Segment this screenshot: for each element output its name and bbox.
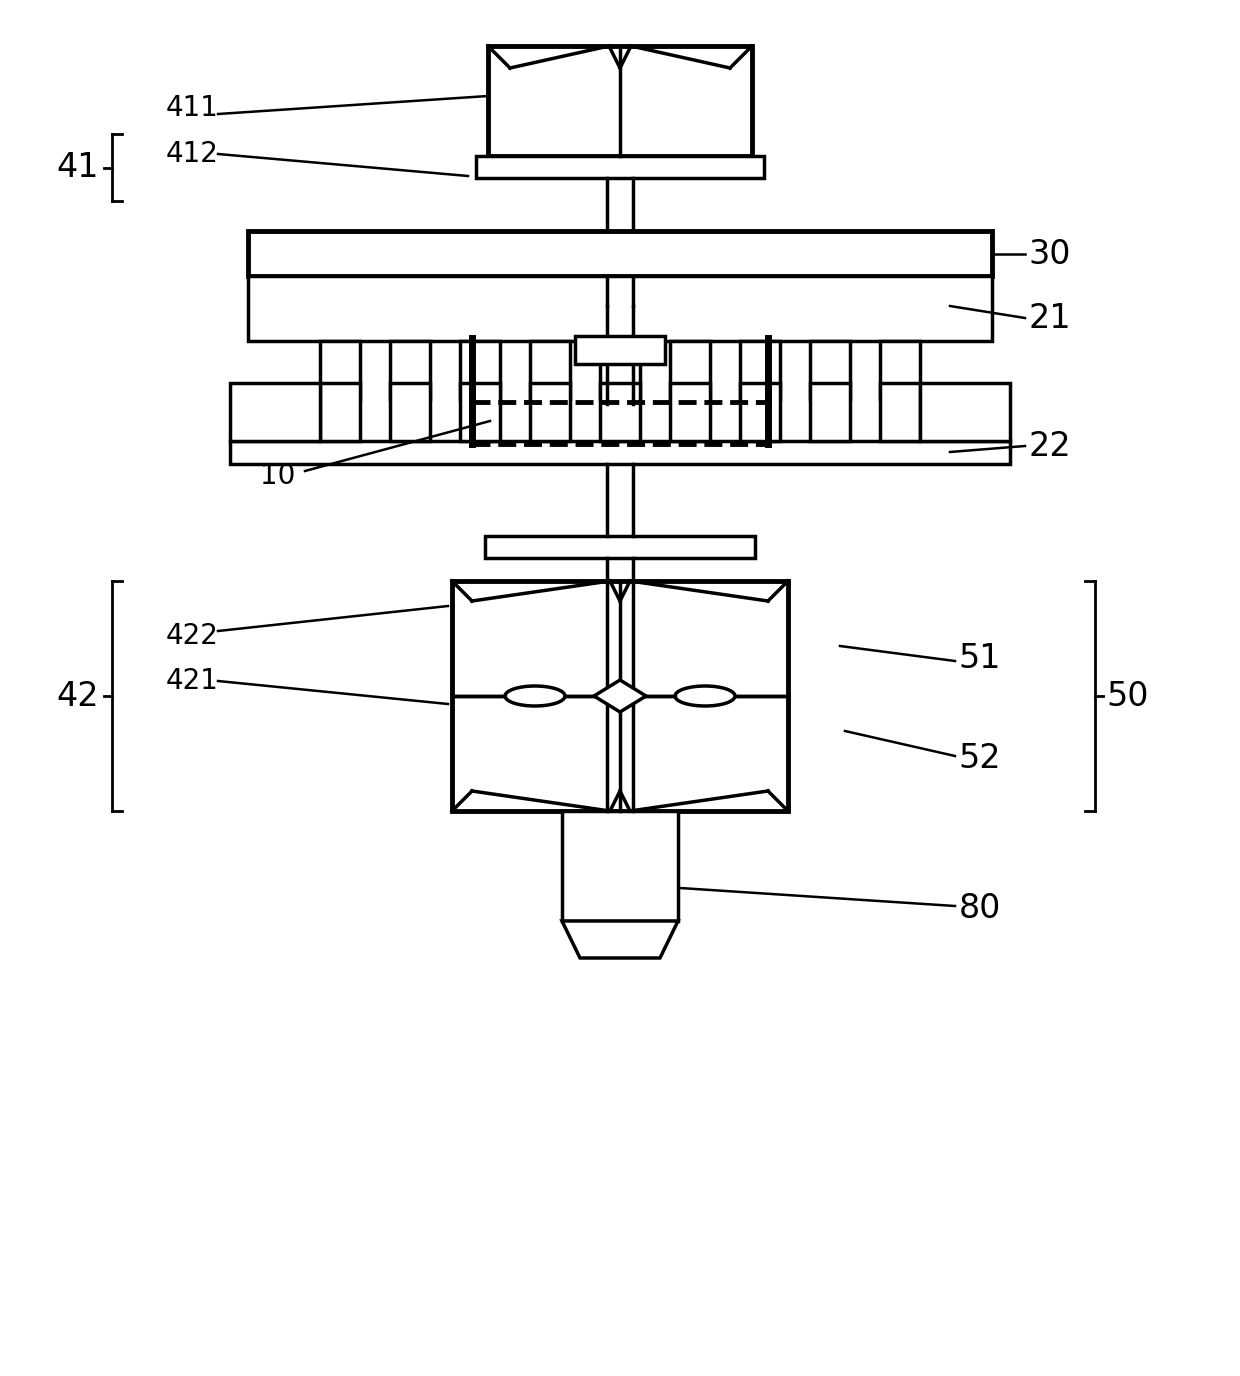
Bar <box>391 383 430 440</box>
Text: 21: 21 <box>1029 301 1071 334</box>
Text: 22: 22 <box>1029 429 1071 462</box>
Text: 52: 52 <box>959 742 1002 775</box>
Polygon shape <box>594 680 646 711</box>
Bar <box>600 383 640 440</box>
Text: 422: 422 <box>166 622 218 649</box>
Text: 10: 10 <box>260 462 295 490</box>
Bar <box>529 383 570 440</box>
Bar <box>920 383 1011 440</box>
Bar <box>453 581 787 810</box>
Bar <box>460 341 500 399</box>
Bar <box>562 810 678 921</box>
Bar <box>670 341 711 399</box>
Bar <box>489 45 751 155</box>
Bar <box>248 277 992 341</box>
Text: 50: 50 <box>1107 680 1149 713</box>
Bar <box>810 383 849 440</box>
Bar <box>740 383 780 440</box>
Bar <box>460 383 500 440</box>
Text: 411: 411 <box>166 94 218 122</box>
Bar <box>575 336 665 365</box>
Bar <box>248 231 992 277</box>
Text: 421: 421 <box>166 667 218 695</box>
Bar <box>485 537 755 559</box>
Bar <box>740 341 780 399</box>
Bar <box>320 341 360 399</box>
Bar <box>670 383 711 440</box>
Text: 30: 30 <box>1029 238 1071 271</box>
Text: 80: 80 <box>959 892 1001 925</box>
Bar <box>810 341 849 399</box>
Bar <box>880 383 920 440</box>
Polygon shape <box>562 921 678 958</box>
Bar <box>476 155 764 178</box>
Bar <box>600 341 640 399</box>
Text: 412: 412 <box>166 140 218 168</box>
Bar <box>229 383 320 440</box>
Text: 51: 51 <box>959 641 1001 674</box>
Text: 42: 42 <box>57 680 99 713</box>
Text: 41: 41 <box>57 151 99 184</box>
Bar <box>391 341 430 399</box>
Bar <box>320 383 360 440</box>
Bar <box>529 341 570 399</box>
Bar <box>880 341 920 399</box>
Bar <box>229 440 1011 464</box>
Ellipse shape <box>505 687 565 706</box>
Ellipse shape <box>675 687 735 706</box>
